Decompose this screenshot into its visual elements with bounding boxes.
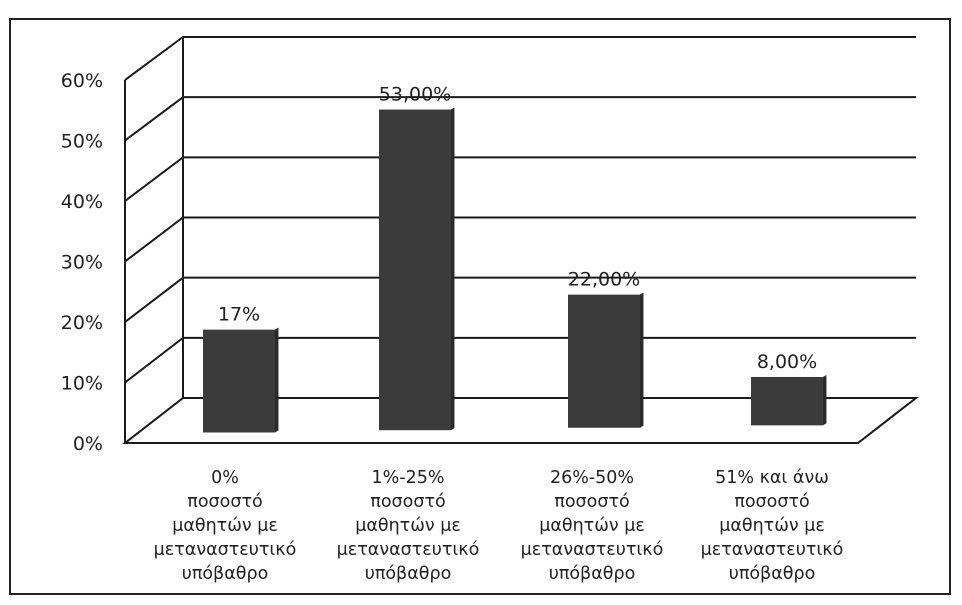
y-tick-label: 60% [61,70,103,92]
x-tick-label-line: μαθητών με [719,516,825,536]
bar-side [823,374,827,426]
y-axis-ticks: 0% 10% 20% 30% 40% 50% 60% [61,70,103,455]
data-label: 17% [218,304,260,326]
data-label: 8,00% [757,351,817,373]
x-tick-label-line: μεταναστευτικό [521,540,664,560]
gridline [124,216,916,263]
x-tick-label-line: μαθητών με [539,516,645,536]
gridline [124,276,916,323]
gridlines [124,36,916,384]
x-tick-label: 0% ποσοστό μαθητών με μεταναστευτικό υπόβαθρ… [154,468,297,584]
gridline [124,336,916,384]
y-tick-label: 20% [61,312,103,334]
x-tick-label-line: μεταναστευτικό [337,540,480,560]
x-axis-categories: 0% ποσοστό μαθητών με μεταναστευτικό υπόβαθρ… [154,468,844,584]
x-tick-label: 51% και άνω ποσοστό μαθητών με μεταναστευτι… [701,468,844,584]
bar-side [640,292,644,428]
x-tick-label-line: ποσοστό [554,492,629,512]
x-tick-label: 1%-25% ποσοστό μαθητών με μεταναστευτικό υπό… [337,468,480,584]
x-tick-label-line: μαθητών με [172,516,278,536]
x-tick-label-line: 26%-50% [550,468,634,488]
data-labels: 17% 53,00% 22,00% 8,00% [218,84,817,373]
gridline [124,156,916,202]
bar [203,329,275,433]
bar [751,376,823,426]
x-tick-label-line: 51% και άνω [715,468,829,488]
floor-plane [122,397,919,444]
x-tick-label-line: υπόβαθρο [182,564,269,584]
bar-side [451,107,455,431]
data-label: 22,00% [568,269,640,291]
x-tick-label-line: ποσοστό [734,492,809,512]
x-tick-label-line: ποσοστό [370,492,445,512]
x-tick-label: 26%-50% ποσοστό μαθητών με μεταναστευτικό υπ… [521,468,664,584]
x-tick-label-line: υπόβαθρο [729,564,816,584]
x-tick-label-line: ποσοστό [187,492,262,512]
x-tick-label-line: 0% [211,468,239,488]
x-tick-label-line: υπόβαθρο [549,564,636,584]
y-tick-label: 10% [61,373,103,395]
chart-frame [9,18,951,595]
y-tick-label: 0% [73,433,103,455]
bar-side [275,327,279,433]
y-tick-label: 40% [61,191,103,213]
y-tick-label: 30% [61,252,103,274]
bar [568,294,640,428]
bar [379,109,451,431]
x-tick-label-line: 1%-25% [372,468,445,488]
x-tick-label-line: υπόβαθρο [365,564,452,584]
gridline [124,36,916,81]
gridline [124,96,916,142]
data-label: 53,00% [379,84,451,106]
x-tick-label-line: μεταναστευτικό [154,540,297,560]
y-tick-label: 50% [61,131,103,153]
x-tick-label-line: μεταναστευτικό [701,540,844,560]
bars [203,107,827,433]
x-tick-label-line: μαθητών με [355,516,461,536]
